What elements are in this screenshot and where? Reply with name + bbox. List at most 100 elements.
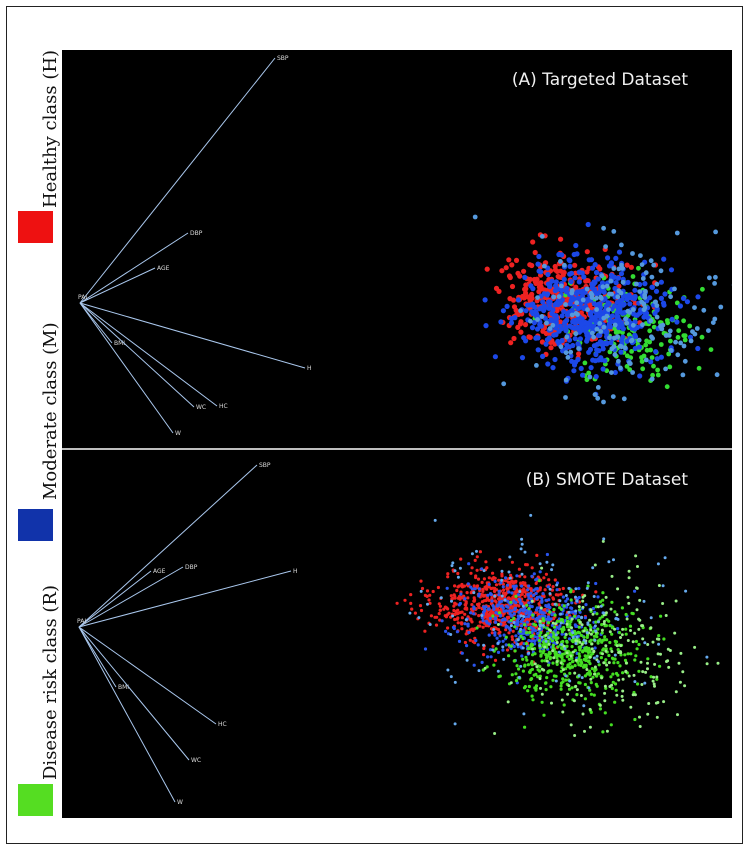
data-point [572,262,578,268]
data-point [602,638,607,642]
data-point [682,358,688,364]
data-point [612,661,616,665]
data-point [496,623,500,626]
anchor-line-h [79,302,306,369]
data-point [463,612,467,616]
data-point [601,539,605,543]
data-point [641,307,647,313]
data-point [563,395,568,400]
data-point [550,322,556,328]
data-point [610,656,615,660]
data-point [498,558,502,562]
data-point [519,627,523,631]
data-point [527,684,531,689]
data-point [612,285,618,292]
data-point [589,677,593,681]
data-point [482,653,486,657]
data-point [639,262,645,267]
data-point [539,314,545,319]
data-point [562,319,568,325]
data-point [493,658,498,662]
data-point [604,624,609,628]
data-point [662,291,668,297]
data-point [455,630,459,634]
data-point [530,634,535,638]
data-point [596,660,600,664]
data-point [540,667,544,671]
data-point [602,537,606,541]
data-point [563,635,567,639]
data-point [626,292,632,298]
data-point [446,575,450,579]
data-point [643,357,649,363]
data-point [614,640,619,644]
data-point [487,607,491,611]
data-point [684,589,688,593]
data-point [460,582,464,587]
data-point [523,685,527,689]
anchor-label-h: H [293,568,298,575]
anchor-line-hc [79,302,218,407]
data-point [561,309,567,315]
data-point [549,318,556,324]
data-point [538,280,544,286]
data-point [593,563,597,567]
data-point [587,686,591,690]
data-point [501,596,505,600]
data-point [688,338,694,344]
anchor-label-wc: WC [196,404,206,411]
data-point [679,651,683,655]
data-point [635,608,639,612]
data-point [616,283,622,289]
data-point [520,592,524,596]
data-point [606,307,611,312]
data-point [561,276,567,282]
data-point [490,599,494,603]
data-point [621,677,625,681]
data-point [535,261,541,267]
data-point [542,713,546,717]
data-point [540,635,544,639]
data-point [633,589,637,593]
data-point [612,326,617,331]
data-point [530,239,536,245]
data-point [603,684,607,688]
data-point [583,616,588,620]
data-point [497,611,502,615]
data-point [554,593,558,597]
data-point [526,689,530,693]
data-point [549,617,553,621]
data-point [496,650,501,654]
data-point [583,626,587,630]
data-point [561,586,565,591]
data-point [643,681,647,685]
data-point [545,552,549,557]
data-point [607,560,611,564]
data-point [651,679,655,683]
data-point [538,562,542,566]
data-point [472,596,476,600]
data-point [598,638,602,642]
data-point [564,633,568,636]
data-point [638,253,643,258]
data-point [624,353,630,359]
data-point [456,571,460,576]
data-point [602,358,608,364]
data-point [519,601,523,605]
anchor-line-w [78,626,176,803]
data-point [701,307,707,313]
data-point [664,614,668,617]
data-point [627,301,633,307]
data-point [527,584,531,588]
data-point [582,704,586,708]
data-point [496,641,500,645]
data-point [606,263,613,269]
data-point [530,605,534,609]
data-point [607,661,611,665]
data-point [613,610,617,614]
data-point [509,613,513,617]
data-point [469,618,473,622]
data-point [523,594,527,598]
data-point [497,593,501,597]
data-point [557,319,563,325]
